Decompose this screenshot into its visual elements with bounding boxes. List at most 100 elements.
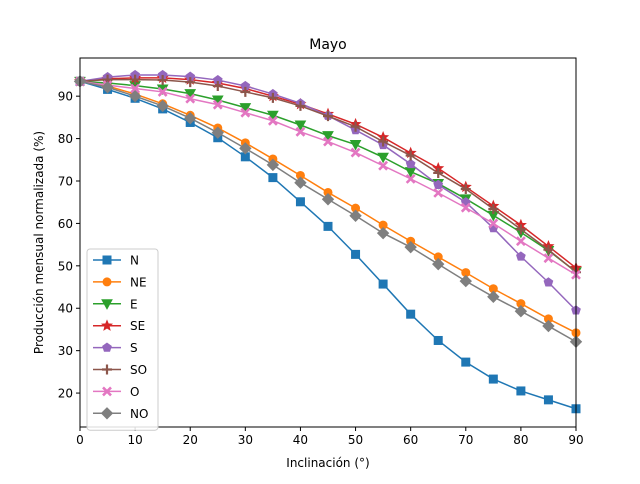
series-NO	[73, 75, 583, 348]
legend-frame	[86, 248, 159, 431]
data-point	[406, 309, 416, 319]
x-tick-label: 80	[513, 433, 528, 447]
data-point	[378, 279, 388, 289]
x-tick-label: 10	[127, 433, 142, 447]
data-point	[295, 197, 305, 207]
y-tick-label: 30	[58, 344, 73, 358]
data-point	[351, 249, 361, 259]
data-point	[350, 147, 361, 158]
y-axis-label: Producción mensual normalizada (%)	[32, 131, 46, 354]
legend-label: N	[130, 254, 139, 268]
data-point	[184, 89, 197, 100]
data-point	[543, 244, 554, 255]
data-point	[543, 253, 554, 264]
data-point	[323, 221, 333, 231]
data-point	[322, 131, 334, 142]
data-point	[321, 193, 335, 206]
y-tick-label: 60	[58, 217, 73, 231]
data-point	[516, 386, 526, 396]
data-point	[405, 150, 416, 161]
series-E	[74, 76, 582, 278]
data-point	[101, 299, 113, 310]
data-point	[130, 83, 141, 94]
data-point	[295, 126, 306, 137]
y-tick-label: 90	[58, 90, 73, 104]
y-tick-label: 40	[58, 302, 73, 316]
data-point	[212, 80, 223, 91]
legend-item: SO	[93, 363, 147, 377]
x-tick-label: 0	[76, 433, 84, 447]
data-point	[294, 120, 307, 132]
data-point	[515, 236, 526, 247]
data-point	[102, 342, 112, 352]
legend-label: NE	[130, 275, 147, 289]
data-point	[211, 126, 224, 139]
data-point	[433, 187, 444, 198]
x-tick-label: 40	[293, 433, 308, 447]
data-point	[323, 136, 333, 147]
data-point	[101, 81, 114, 94]
legend-item: NE	[93, 275, 147, 289]
data-point	[376, 226, 390, 240]
data-point	[157, 87, 168, 97]
data-point	[432, 257, 445, 271]
data-point	[130, 74, 141, 85]
data-point	[516, 251, 526, 261]
y-tick-label: 80	[58, 132, 73, 146]
data-point	[102, 255, 112, 265]
legend-label: SE	[130, 319, 145, 333]
legend-item: SE	[93, 319, 145, 333]
data-point	[514, 305, 528, 318]
x-axis: 0 10 20 30 40 50 60 70 80 90	[76, 427, 584, 447]
x-tick-label: 90	[568, 433, 583, 447]
legend-item: O	[93, 385, 139, 399]
data-point	[377, 152, 389, 164]
data-point	[156, 99, 169, 113]
data-point	[240, 86, 251, 97]
x-tick-label: 20	[183, 433, 198, 447]
series-layer	[73, 69, 583, 414]
legend-label: E	[130, 297, 138, 311]
data-point	[487, 290, 500, 303]
data-point	[100, 407, 114, 420]
data-point	[102, 364, 112, 375]
legend-label: SO	[130, 363, 147, 377]
legend-label: S	[130, 341, 138, 355]
data-point	[378, 160, 389, 171]
data-point	[349, 140, 362, 151]
data-point	[433, 179, 444, 189]
data-point	[378, 136, 389, 147]
data-point	[460, 184, 471, 195]
y-tick-label: 20	[58, 387, 73, 401]
legend-label: O	[130, 385, 139, 399]
x-tick-label: 30	[238, 433, 253, 447]
data-point	[461, 357, 471, 367]
chart-title: Mayo	[309, 37, 347, 53]
data-point	[268, 173, 278, 183]
legend: N NE E SE S SO O NO	[86, 248, 159, 431]
data-point	[240, 107, 251, 118]
data-point	[102, 386, 112, 397]
legend-item: S	[93, 341, 138, 355]
data-point	[157, 75, 168, 86]
data-point	[349, 209, 362, 222]
x-tick-label: 70	[458, 433, 473, 447]
data-point	[184, 112, 197, 125]
data-point	[515, 224, 526, 235]
legend-label: NO	[130, 407, 148, 421]
data-point	[267, 92, 278, 103]
data-point	[267, 110, 279, 122]
series-SE	[73, 71, 583, 274]
data-point	[102, 277, 112, 287]
data-point	[542, 319, 555, 333]
x-tick-label: 50	[348, 433, 363, 447]
x-tick-label: 60	[403, 433, 418, 447]
data-point	[405, 173, 416, 184]
data-point	[212, 99, 223, 110]
x-axis-label: Inclinación (°)	[286, 456, 369, 470]
legend-item: N	[93, 254, 139, 268]
data-point	[488, 374, 498, 384]
data-point	[433, 335, 443, 345]
